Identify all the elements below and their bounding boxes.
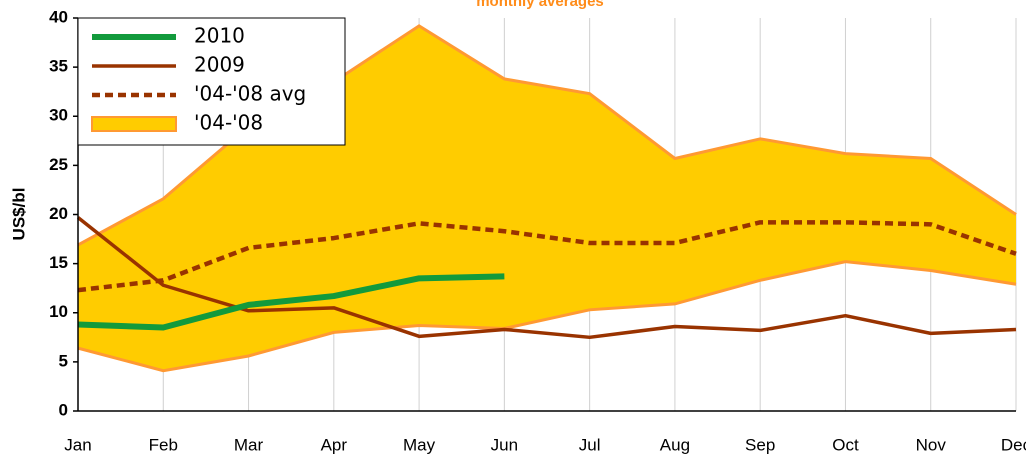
line <box>77 220 1017 293</box>
y-tick-label: 10 <box>49 302 68 321</box>
x-tick-label: May <box>403 435 436 454</box>
x-tick-label: Jul <box>579 435 601 454</box>
chart-title: monthly averages <box>476 0 604 10</box>
y-tick-label: 0 <box>59 400 68 419</box>
x-tick-label: Dec <box>1001 435 1026 454</box>
x-tick-label: Feb <box>149 435 178 454</box>
legend-label: 2009 <box>194 53 245 77</box>
y-tick-label: 20 <box>49 204 68 223</box>
legend-label: '04-'08 avg <box>194 82 306 106</box>
x-tick-label: Oct <box>832 435 859 454</box>
x-tick-label: Mar <box>234 435 264 454</box>
x-tick-label: Nov <box>916 435 947 454</box>
y-axis-label: US$/bl <box>9 188 28 241</box>
legend-swatch <box>91 116 177 132</box>
y-tick-label: 5 <box>59 351 68 370</box>
legend-label: 2010 <box>194 24 245 48</box>
range-edge <box>77 260 1017 373</box>
x-tick-label: Sep <box>745 435 775 454</box>
line <box>77 273 505 331</box>
legend-label: '04-'08 <box>194 111 263 135</box>
y-tick-label: 15 <box>49 253 68 272</box>
y-tick-label: 30 <box>49 106 68 125</box>
y-tick-label: 25 <box>49 155 68 174</box>
y-tick-label: 35 <box>49 57 68 76</box>
x-tick-label: Aug <box>660 435 690 454</box>
x-tick-label: Jan <box>64 435 91 454</box>
x-tick-label: Apr <box>321 435 348 454</box>
y-tick-label: 40 <box>49 7 68 26</box>
x-tick-label: Jun <box>491 435 518 454</box>
